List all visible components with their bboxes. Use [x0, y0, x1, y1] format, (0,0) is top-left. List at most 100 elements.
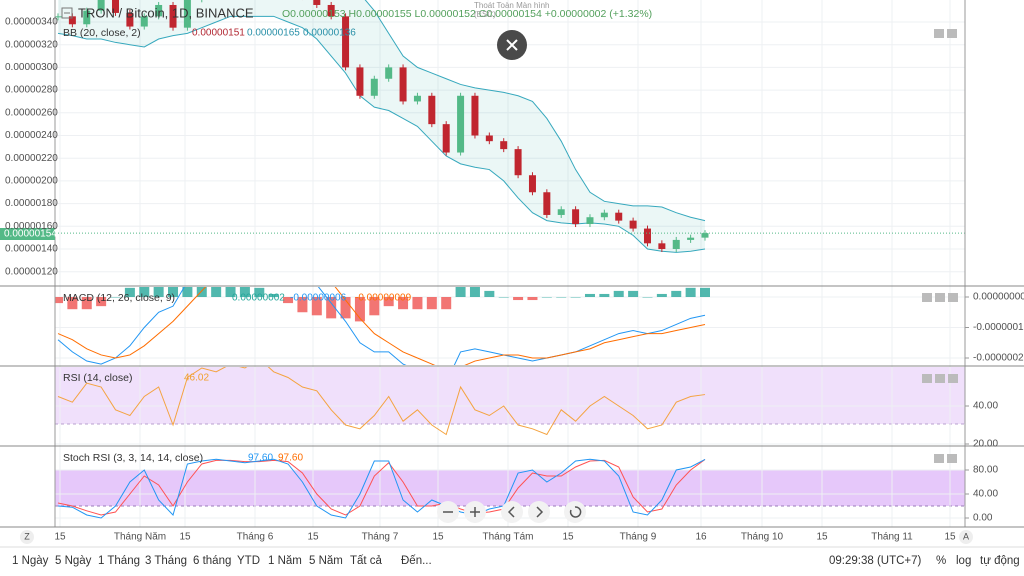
- axes: [0, 0, 1024, 548]
- axis-button[interactable]: [959, 530, 973, 544]
- macd-histogram-bar: [570, 297, 581, 298]
- range-button[interactable]: YTD: [237, 555, 260, 567]
- reset-button[interactable]: [564, 501, 586, 523]
- pane-button[interactable]: [934, 29, 944, 38]
- price-tick-label: 0.00000240: [5, 130, 58, 141]
- goto-button[interactable]: Đến...: [401, 555, 432, 567]
- macd-histogram-bar: [55, 297, 63, 304]
- time-label: Tháng 7: [362, 532, 399, 543]
- macd-label: MACD (12, 26, close, 9): [63, 292, 175, 304]
- range-button[interactable]: 1 Ngày: [12, 555, 49, 567]
- pane-button[interactable]: [948, 374, 958, 383]
- axis-button-label: Z: [24, 531, 30, 541]
- macd-histogram-bar: [398, 297, 409, 310]
- price-tick-label: 0.00000340: [5, 17, 58, 28]
- axis-button[interactable]: [20, 530, 34, 544]
- range-button[interactable]: 3 Tháng: [145, 555, 187, 567]
- pane-button[interactable]: [947, 29, 957, 38]
- macd-histogram-bar: [268, 293, 279, 297]
- scroll-left-button[interactable]: [501, 501, 523, 523]
- tick-label: 0.00000000: [973, 292, 1024, 303]
- candle: [586, 217, 594, 225]
- time-label: Tháng 10: [741, 532, 784, 543]
- stoch-k-value: 97.60: [248, 453, 273, 464]
- time-label: Tháng Năm: [114, 532, 166, 543]
- candle: [672, 239, 680, 249]
- range-button[interactable]: 5 Năm: [309, 555, 343, 567]
- macd-histogram-bar: [196, 287, 207, 297]
- scale-option[interactable]: tự động: [980, 555, 1020, 567]
- candle: [68, 16, 76, 25]
- price-tick-label: 0.00000280: [5, 85, 58, 96]
- scale-option[interactable]: %: [936, 555, 946, 567]
- macd-hist-value: 0.00000002: [232, 293, 285, 304]
- tick-label: 80.00: [973, 465, 998, 476]
- macd-histogram-bar: [671, 290, 682, 297]
- time-label: Tháng 6: [237, 532, 274, 543]
- candle: [615, 212, 623, 221]
- ohlc-values: O0.00000153 H0.00000155 L0.00000152 C0.0…: [282, 8, 652, 20]
- bb-lower-line: [57, 15, 706, 253]
- macd-histogram-bar: [283, 297, 294, 304]
- backgrounds: [55, 367, 965, 507]
- price-tick-label: 0.00000160: [5, 221, 58, 232]
- tick-label: 0.00: [973, 513, 993, 524]
- candle: [528, 175, 536, 193]
- scale-option[interactable]: log: [956, 555, 971, 567]
- macd-histogram-bar: [110, 297, 121, 298]
- macd-histogram-bar: [96, 297, 107, 307]
- pane-button[interactable]: [935, 374, 945, 383]
- pane-button[interactable]: [935, 293, 945, 302]
- range-button[interactable]: 6 tháng: [193, 555, 231, 567]
- candle: [169, 4, 177, 28]
- macd-histogram-bar: [484, 290, 495, 297]
- stoch-label: Stoch RSI (3, 3, 14, 14, close): [63, 452, 203, 464]
- pane-button[interactable]: [922, 374, 932, 383]
- candle: [514, 149, 522, 176]
- time-label: 15: [944, 532, 956, 543]
- macd-histogram-bar: [527, 297, 538, 301]
- range-button[interactable]: 1 Năm: [268, 555, 302, 567]
- macd-histogram-bar: [67, 297, 78, 310]
- price-tick-label: 0.00000180: [5, 198, 58, 209]
- bb-lower: 0.00000136: [303, 28, 356, 39]
- pane-button[interactable]: [947, 454, 957, 463]
- tick-label: -0.00000020: [973, 353, 1024, 364]
- pane-button[interactable]: [934, 454, 944, 463]
- macd-histogram-bar: [700, 287, 710, 297]
- macd-histogram-bar: [656, 293, 667, 297]
- macd-histogram-bar: [469, 287, 480, 297]
- pane-button[interactable]: [948, 293, 958, 302]
- candle: [442, 124, 450, 153]
- range-button[interactable]: Tất cả: [350, 555, 383, 567]
- pane-buttons: [922, 29, 958, 463]
- macd-histogram-bar: [297, 297, 308, 313]
- plus-icon: [470, 507, 480, 517]
- range-button[interactable]: 1 Tháng: [98, 555, 140, 567]
- candle: [112, 0, 120, 13]
- scroll-right-button[interactable]: [528, 501, 550, 523]
- rsi-label: RSI (14, close): [63, 372, 132, 384]
- tick-label: 20.00: [973, 439, 998, 450]
- macd-histogram-bar: [426, 297, 437, 310]
- macd-histogram-bar: [211, 287, 222, 297]
- time-label: Tháng Tám: [483, 532, 534, 543]
- macd-histogram-bar: [584, 293, 595, 297]
- tick-label: -0.00000010: [973, 322, 1024, 333]
- zoom-controls: [437, 501, 586, 523]
- stoch-d-value: 97.60: [278, 453, 303, 464]
- time-label: Tháng 9: [620, 532, 657, 543]
- candle: [313, 0, 321, 5]
- macd-histogram-bar: [139, 287, 150, 297]
- price-tick-label: 0.00000320: [5, 39, 58, 50]
- candle: [356, 67, 364, 96]
- macd-histogram-bar: [182, 287, 193, 297]
- rsi-line: [57, 367, 706, 436]
- collapse-icon[interactable]: [61, 7, 73, 19]
- candle: [126, 12, 134, 27]
- candle: [658, 243, 666, 249]
- tick-label: 40.00: [973, 489, 998, 500]
- pane-button[interactable]: [922, 293, 932, 302]
- range-button[interactable]: 5 Ngày: [55, 555, 92, 567]
